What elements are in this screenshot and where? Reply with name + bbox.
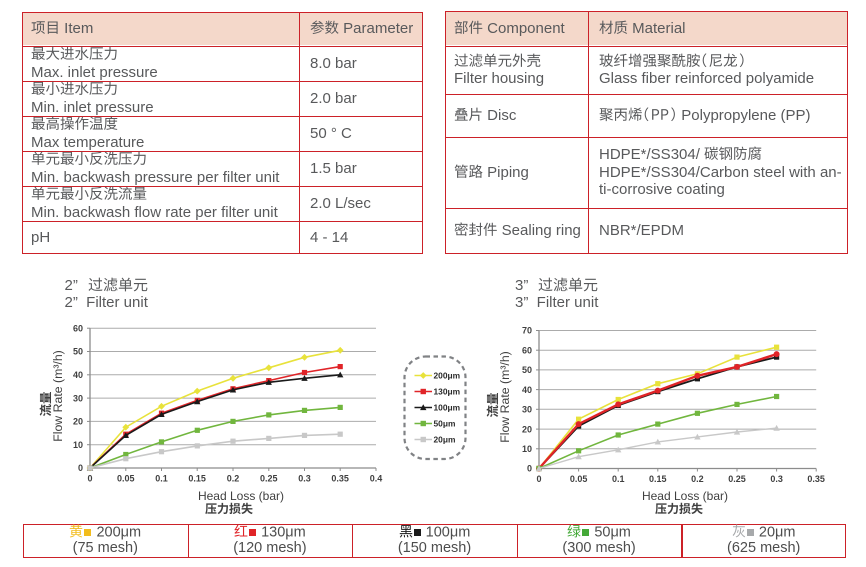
svg-text:0.3: 0.3: [298, 474, 311, 484]
svg-text:40: 40: [73, 370, 83, 380]
svg-text:30: 30: [73, 393, 83, 403]
svg-text:50: 50: [73, 347, 83, 357]
svg-text:130μm: 130μm: [433, 386, 460, 396]
svg-text:20: 20: [522, 424, 532, 434]
svg-text:0.4: 0.4: [370, 474, 383, 484]
svg-text:0.2: 0.2: [691, 474, 704, 484]
svg-text:70: 70: [522, 326, 532, 336]
svg-text:0: 0: [87, 474, 92, 484]
svg-text:40: 40: [522, 385, 532, 395]
svg-text:60: 60: [522, 345, 532, 355]
svg-text:60: 60: [73, 323, 83, 333]
svg-text:10: 10: [522, 444, 532, 454]
svg-text:20μm: 20μm: [433, 434, 455, 444]
svg-text:0.25: 0.25: [728, 474, 746, 484]
svg-text:0.05: 0.05: [117, 474, 135, 484]
svg-text:0.05: 0.05: [570, 474, 588, 484]
svg-text:200μm: 200μm: [433, 370, 460, 380]
svg-text:10: 10: [73, 440, 83, 450]
svg-text:0.35: 0.35: [807, 474, 825, 484]
svg-text:0.1: 0.1: [612, 474, 625, 484]
svg-text:0: 0: [78, 463, 83, 473]
svg-text:50μm: 50μm: [433, 418, 455, 428]
svg-text:0: 0: [536, 474, 541, 484]
svg-text:0: 0: [527, 464, 532, 474]
svg-text:0.25: 0.25: [260, 474, 278, 484]
svg-text:0.3: 0.3: [770, 474, 783, 484]
svg-text:30: 30: [522, 405, 532, 415]
svg-text:0.35: 0.35: [331, 474, 349, 484]
svg-text:0.15: 0.15: [649, 474, 667, 484]
svg-text:50: 50: [522, 365, 532, 375]
svg-text:0.1: 0.1: [155, 474, 168, 484]
svg-text:0.15: 0.15: [188, 474, 206, 484]
svg-text:0.2: 0.2: [227, 474, 240, 484]
svg-text:20: 20: [73, 417, 83, 427]
svg-text:100μm: 100μm: [433, 402, 460, 412]
